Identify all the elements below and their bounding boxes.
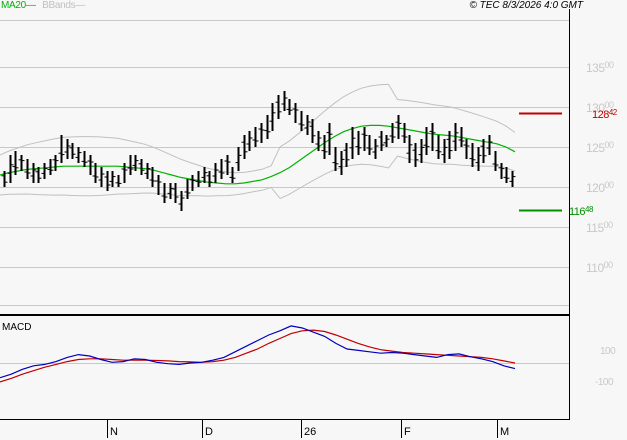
macd-tick-label: 100 [600, 346, 616, 357]
legend: MA20— BBands— [1, 0, 85, 11]
ohlc-bars [1, 91, 516, 211]
time-tick-label: 26 [304, 426, 317, 438]
price-tick-label: 13500 [586, 60, 614, 75]
time-tick-label: D [205, 426, 213, 438]
macd-tick-label: -100 [595, 377, 614, 388]
legend-bbands: BBands— [42, 0, 86, 11]
reference-lines [519, 112, 562, 212]
ma20-line [0, 124, 516, 185]
price-tick-label: 11500 [586, 220, 613, 235]
copyright-timestamp: © TEC 8/3/2026 4:0 GMT [469, 0, 583, 11]
bollinger-bands [0, 83, 516, 200]
price-tick-label: 13000 [586, 100, 614, 115]
time-tick-label: N [110, 426, 118, 438]
price-tick-label: 12500 [586, 140, 614, 155]
macd-panel [0, 325, 569, 383]
time-tick-label: F [404, 426, 411, 438]
price-tick-label: 12000 [586, 180, 614, 195]
legend-ma20: MA20— [1, 0, 36, 11]
time-tick-label: M [500, 426, 510, 438]
chart-frame [0, 9, 570, 438]
resistance-label: 12842 [592, 108, 617, 121]
macd-title: MACD [2, 322, 32, 333]
price-tick-label: 11000 [586, 260, 613, 275]
support-label: 11648 [569, 205, 593, 218]
